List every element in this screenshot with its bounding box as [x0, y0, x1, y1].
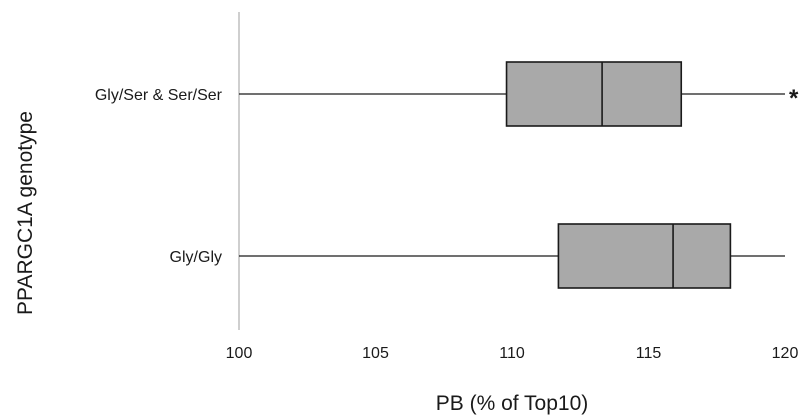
category-label: Gly/Gly: [170, 249, 222, 266]
y-axis-title: PPARGC1A genotype: [14, 111, 37, 315]
boxes-layer: [239, 61, 785, 289]
box-group: [239, 61, 785, 127]
x-axis-title: PB (% of Top10): [436, 392, 589, 415]
x-tick-label: 110: [499, 345, 525, 362]
labels-layer: 100 105 110 115 120 PB (% of Top10) PPARGC1A g…: [14, 85, 799, 415]
box-group: [239, 223, 785, 289]
x-tick-label: 120: [772, 345, 799, 362]
category-label: Gly/Ser & Ser/Ser: [95, 87, 223, 104]
x-tick-label: 105: [362, 345, 389, 362]
x-tick-label: 100: [226, 345, 253, 362]
significance-marker: *: [789, 85, 799, 112]
box-iqr: [505, 61, 683, 127]
x-tick-label: 115: [636, 345, 662, 362]
box-iqr: [557, 223, 732, 289]
